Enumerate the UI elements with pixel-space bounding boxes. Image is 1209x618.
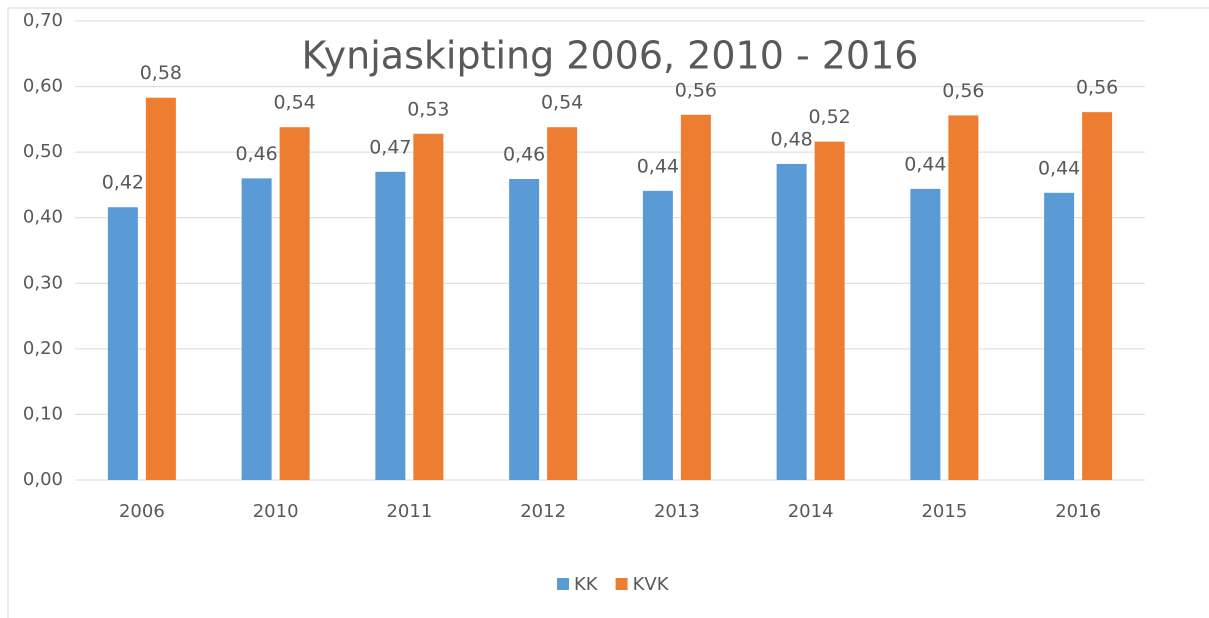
chart-title: Kynjaskipting 2006, 2010 - 2016 xyxy=(302,34,919,78)
x-tick-label: 2016 xyxy=(1055,501,1101,522)
value-label: 0,56 xyxy=(1076,77,1118,99)
y-tick-label: 0,40 xyxy=(23,207,63,228)
y-tick-label: 0,50 xyxy=(23,141,63,162)
bar xyxy=(910,188,941,480)
bar xyxy=(241,178,272,480)
y-tick-label: 0,10 xyxy=(23,403,63,424)
value-label: 0,42 xyxy=(102,172,144,194)
bar xyxy=(107,207,138,481)
x-tick-label: 2012 xyxy=(520,501,566,522)
legend-swatch xyxy=(615,578,628,590)
legend-swatch xyxy=(557,578,569,590)
y-tick-label: 0,00 xyxy=(23,469,63,490)
bar xyxy=(948,115,979,481)
value-label: 0,53 xyxy=(407,98,449,120)
bar xyxy=(776,163,807,480)
value-label: 0,44 xyxy=(637,155,679,177)
x-tick-label: 2006 xyxy=(119,501,165,522)
legend-label: KVK xyxy=(633,574,670,595)
x-tick-label: 2010 xyxy=(253,501,299,522)
x-tick-label: 2011 xyxy=(386,501,432,522)
bar xyxy=(413,133,444,481)
value-label: 0,54 xyxy=(541,92,583,114)
bar xyxy=(375,171,406,481)
value-label: 0,46 xyxy=(503,144,545,166)
legend-label: KK xyxy=(574,574,599,595)
bar xyxy=(509,179,540,480)
value-label: 0,52 xyxy=(808,106,850,128)
value-label: 0,44 xyxy=(1038,157,1080,179)
value-label: 0,54 xyxy=(273,92,315,114)
bar xyxy=(1044,192,1075,480)
x-tick-label: 2014 xyxy=(788,501,834,522)
x-tick-label: 2013 xyxy=(654,501,700,522)
bar xyxy=(680,114,711,480)
y-tick-label: 0,20 xyxy=(23,338,63,359)
value-label: 0,56 xyxy=(942,80,984,102)
value-label: 0,46 xyxy=(235,143,277,165)
value-label: 0,47 xyxy=(369,136,411,158)
bar xyxy=(547,127,578,481)
value-label: 0,56 xyxy=(675,79,717,101)
value-label: 0,58 xyxy=(140,62,182,84)
y-tick-label: 0,30 xyxy=(23,272,63,293)
y-tick-label: 0,60 xyxy=(23,76,63,97)
bar xyxy=(1082,112,1113,480)
bar xyxy=(279,127,310,481)
y-tick-label: 0,70 xyxy=(23,10,63,31)
x-tick-label: 2015 xyxy=(921,501,967,522)
value-label: 0,48 xyxy=(770,128,812,150)
value-label: 0,44 xyxy=(904,153,946,175)
bar xyxy=(642,190,673,480)
bar xyxy=(814,141,845,480)
bar xyxy=(145,97,176,481)
